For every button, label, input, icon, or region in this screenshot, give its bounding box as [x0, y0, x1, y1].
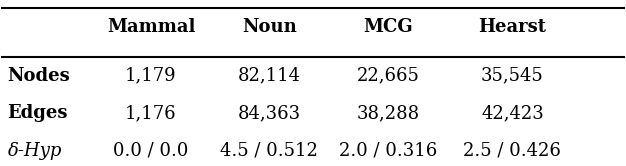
- Text: δ-Hyp: δ-Hyp: [8, 142, 62, 160]
- Text: 1,179: 1,179: [125, 67, 177, 85]
- Text: 42,423: 42,423: [481, 104, 544, 122]
- Text: 4.5 / 0.512: 4.5 / 0.512: [220, 142, 318, 160]
- Text: 0.0 / 0.0: 0.0 / 0.0: [113, 142, 188, 160]
- Text: 35,545: 35,545: [481, 67, 544, 85]
- Text: Edges: Edges: [8, 104, 68, 122]
- Text: MCG: MCG: [363, 18, 413, 36]
- Text: Mammal: Mammal: [107, 18, 195, 36]
- Text: Hearst: Hearst: [478, 18, 546, 36]
- Text: 1,176: 1,176: [125, 104, 177, 122]
- Text: 22,665: 22,665: [356, 67, 419, 85]
- Text: Noun: Noun: [242, 18, 297, 36]
- Text: 2.0 / 0.316: 2.0 / 0.316: [339, 142, 437, 160]
- Text: 84,363: 84,363: [238, 104, 301, 122]
- Text: 38,288: 38,288: [356, 104, 419, 122]
- Text: 82,114: 82,114: [238, 67, 301, 85]
- Text: Nodes: Nodes: [8, 67, 70, 85]
- Text: 2.5 / 0.426: 2.5 / 0.426: [463, 142, 562, 160]
